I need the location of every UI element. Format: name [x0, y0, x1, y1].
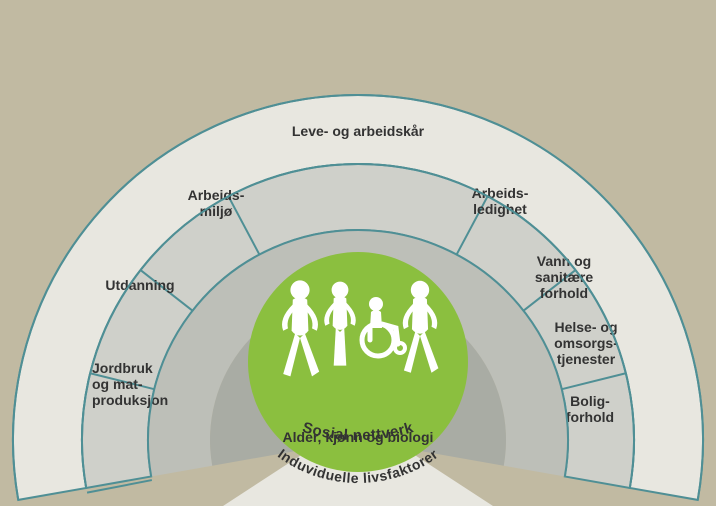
segment-label-vann: Vann ogsanitæreforhold — [535, 253, 594, 301]
segment-label-leve: Leve- og arbeidskår — [292, 123, 425, 139]
diagram-root: Generelle sosioøkonomiske, kulturelle og… — [0, 0, 716, 506]
segment-label-utdanning: Utdanning — [105, 277, 174, 293]
segment-label-bolig: Bolig-forhold — [566, 393, 614, 425]
core-label: Alder, kjønn og biologi — [283, 429, 434, 445]
segment-label-arbeidsledig: Arbeids-ledighet — [472, 185, 529, 217]
